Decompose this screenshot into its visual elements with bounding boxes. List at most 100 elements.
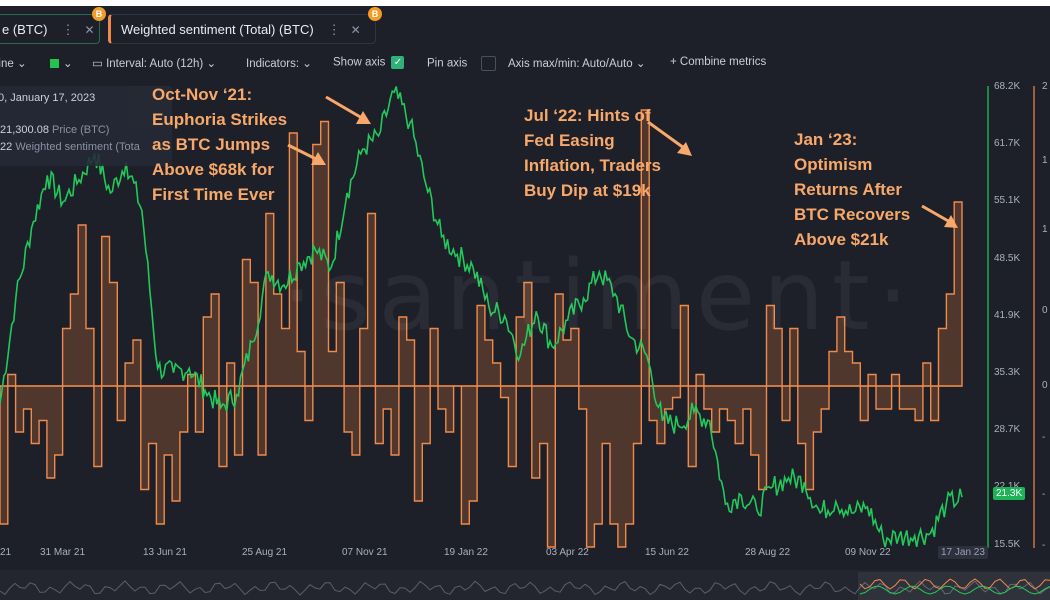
axis-maxmin-label: Axis max/min: Auto/Auto	[508, 58, 633, 70]
time-tick-label: 28 Aug 22	[745, 547, 791, 558]
sentiment-tick-label: -	[1042, 540, 1046, 551]
tab-price-label: e (BTC)	[2, 22, 48, 37]
bitcoin-icon: B	[92, 7, 106, 21]
sentiment-tick-label: -	[1042, 432, 1046, 443]
annotation-oct-nov-21: Oct-Nov ‘21: Euphoria Strikes as BTC Jum…	[152, 82, 287, 207]
hover-tooltip: 0, January 17, 2023 21,300.08 Price (BTC…	[0, 86, 172, 166]
interval-label: Interval: Auto (12h)	[106, 58, 204, 70]
pin-axis-checkbox[interactable]	[481, 56, 497, 71]
pin-axis-label: Pin axis	[427, 57, 468, 70]
ruler-icon: ▭	[92, 58, 103, 70]
arrowhead-oct-nov-2	[356, 111, 371, 124]
navigator-sentiment-trace	[859, 578, 1050, 590]
color-swatch-icon	[50, 59, 59, 69]
time-tick-label: 21	[0, 547, 12, 558]
style-label: Line	[0, 58, 14, 70]
tooltip-date: 0, January 17, 2023	[0, 92, 96, 104]
price-tick-label: 55.1K	[994, 195, 1021, 206]
price-tick-label: 15.5K	[994, 539, 1021, 550]
price-tick-label: 61.7K	[994, 138, 1021, 149]
tab-price-btc[interactable]: e (BTC) ⋮ ✕	[0, 14, 100, 44]
price-tick-label: 22.1K	[994, 481, 1020, 492]
price-tick-label: 68.2K	[994, 81, 1021, 92]
navigator-minimap[interactable]	[0, 570, 1050, 600]
interval-dropdown[interactable]: ▭ Interval: Auto (12h) ⌄	[92, 56, 216, 70]
annotation-line: Inflation, Traders	[524, 156, 661, 175]
color-picker[interactable]: ⌄	[50, 56, 73, 70]
tab-weighted-sentiment[interactable]: Weighted sentiment (Total) (BTC) ⋮ ✕	[108, 14, 376, 44]
price-tick-label: 41.9K	[994, 310, 1021, 321]
arrowhead-oct-nov	[311, 152, 326, 165]
annotation-jul-22: Jul ‘22: Hints of Fed Easing Inflation, …	[524, 103, 661, 203]
metric-tab-bar: e (BTC) ⋮ ✕ B Weighted sentiment (Total) (…	[0, 6, 1050, 50]
chevron-down-icon: ⌄	[302, 58, 312, 70]
more-icon[interactable]: ⋮	[61, 22, 75, 37]
annotation-arrows	[287, 95, 958, 228]
annotation-line: Oct-Nov ‘21:	[152, 85, 253, 104]
sentiment-tick-label: 0	[1042, 380, 1048, 391]
time-tick-label: 31 Mar 21	[40, 547, 86, 558]
time-tick-label: 07 Nov 21	[342, 547, 388, 558]
show-axis-toggle[interactable]: Show axis ✓	[333, 56, 405, 69]
sentiment-tick-label: 1	[1042, 224, 1048, 235]
price-series	[0, 86, 963, 548]
tooltip-price-label: Price (BTC)	[52, 124, 110, 136]
show-axis-label: Show axis	[333, 56, 386, 69]
combine-metrics-label: Combine metrics	[679, 56, 767, 68]
sentiment-tick-label: 2	[1042, 81, 1048, 92]
time-tick-label: 09 Nov 22	[845, 547, 891, 558]
indicators-dropdown[interactable]: Indicators: ⌄	[246, 56, 312, 70]
plus-icon: +	[670, 56, 677, 68]
tab-sentiment-label: Weighted sentiment (Total) (BTC)	[121, 22, 314, 37]
pin-axis-toggle[interactable]: Pin axis	[427, 56, 497, 71]
arrow-jul-22	[647, 120, 685, 150]
more-icon[interactable]: ⋮	[327, 22, 341, 37]
sentiment-tick-label: 1	[1042, 155, 1048, 166]
axis-maxmin-dropdown[interactable]: Axis max/min: Auto/Auto ⌄	[508, 56, 645, 70]
annotation-line: Euphoria Strikes	[152, 110, 288, 129]
time-tick-label: 25 Aug 21	[242, 547, 288, 558]
navigator-trace	[0, 580, 1050, 596]
tooltip-price-row: 21,300.08 Price (BTC)	[0, 124, 109, 136]
show-axis-checkbox[interactable]: ✓	[391, 56, 405, 69]
annotation-jan-23: Jan ‘23: Optimism Returns After BTC Reco…	[794, 127, 910, 252]
annotation-line: Returns After	[794, 180, 902, 199]
close-icon[interactable]: ✕	[350, 23, 361, 37]
chevron-down-icon: ⌄	[206, 58, 217, 70]
price-tick-label: 28.7K	[994, 424, 1021, 435]
chart-toolbar: Line ⌄ ⌄ ▭ Interval: Auto (12h) ⌄ Indica…	[0, 52, 1050, 76]
chevron-down-icon: ⌄	[635, 58, 646, 70]
sentiment-tick-label: 0	[1042, 305, 1048, 316]
time-tick-label: 03 Apr 22	[546, 547, 589, 558]
chevron-down-icon: ⌄	[16, 58, 27, 70]
current-date-badge: 17 Jan 23	[938, 546, 988, 559]
price-tick-label: 35.3K	[994, 367, 1021, 378]
sentiment-step-area	[0, 109, 963, 548]
annotation-line: Optimism	[794, 155, 873, 174]
arrowhead-jan-23	[944, 215, 958, 228]
annotation-line: Above $68k for	[152, 160, 274, 179]
annotation-line: as BTC Jumps	[152, 135, 271, 154]
sentiment-series	[0, 109, 963, 548]
chevron-down-icon: ⌄	[63, 58, 73, 70]
arrow-oct-nov	[287, 143, 319, 162]
annotation-line: Buy Dip at $19k	[524, 181, 651, 200]
annotation-line: Jan ‘23:	[794, 130, 858, 149]
top-border	[0, 0, 1050, 6]
time-tick-label: 13 Jun 21	[143, 547, 187, 558]
indicators-label: Indicators:	[246, 58, 300, 70]
tooltip-price-value: 21,300.08	[0, 124, 49, 136]
annotation-line: BTC Recovers	[794, 205, 911, 224]
close-icon[interactable]: ✕	[84, 23, 95, 37]
arrowhead-jul-22	[677, 142, 692, 156]
santiment-watermark: ·santiment·	[282, 240, 917, 352]
combine-metrics-button[interactable]: + Combine metrics	[670, 56, 766, 68]
navigator-background	[0, 570, 1050, 600]
style-dropdown[interactable]: Line ⌄	[0, 56, 27, 70]
time-tick-label: 19 Jan 22	[444, 547, 488, 558]
annotation-line: Jul ‘22: Hints of	[524, 106, 651, 125]
sentiment-tick-label: -	[1042, 489, 1046, 500]
annotation-line: Fed Easing	[524, 131, 615, 150]
annotation-line: First Time Ever	[152, 185, 275, 204]
